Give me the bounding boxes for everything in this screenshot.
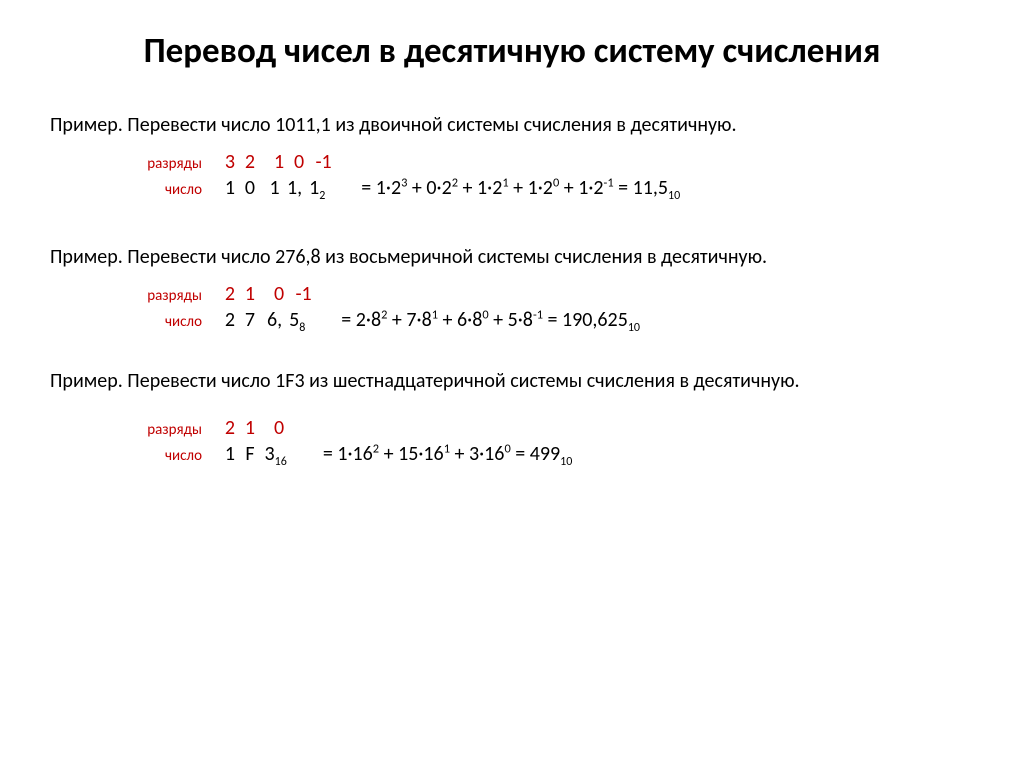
example-3: Пример. Перевести число 1F3 из шестнадца…: [50, 368, 974, 466]
ex2-positions: 21 0 -1: [220, 282, 314, 306]
ex2-number: 27 6, 58: [220, 308, 305, 332]
positions-label: разряды: [140, 155, 220, 173]
ex1-positions: 32 10 -1: [220, 150, 334, 174]
ex1-formula: = 1·23 + 0·22 + 1·21 + 1·20 + 1·2-1 = 11…: [361, 176, 680, 200]
ex3-number-row: число 1F 316 = 1·162 + 15·161 + 3·160 = …: [140, 442, 974, 466]
ex3-formula: = 1·162 + 15·161 + 3·160 = 49910: [323, 442, 572, 466]
ex2-formula: = 2·82 + 7·81 + 6·80 + 5·8-1 = 190,62510: [341, 308, 640, 332]
ex2-number-row: число 27 6, 58 = 2·82 + 7·81 + 6·80 + 5·…: [140, 308, 974, 332]
ex3-positions: 21 0: [220, 416, 289, 440]
ex1-positions-row: разряды 32 10 -1: [140, 150, 974, 174]
ex3-number: 1F 316: [220, 442, 287, 466]
example-1-prompt: Пример. Перевести число 1011,1 из двоичн…: [50, 112, 974, 138]
number-label: число: [140, 313, 220, 331]
ex2-positions-row: разряды 21 0 -1: [140, 282, 974, 306]
ex3-positions-row: разряды 21 0: [140, 416, 974, 440]
example-1: Пример. Перевести число 1011,1 из двоичн…: [50, 112, 974, 200]
ex1-number: 10 11, 12: [220, 176, 325, 200]
example-3-prompt: Пример. Перевести число 1F3 из шестнадца…: [50, 368, 974, 394]
positions-label: разряды: [140, 421, 220, 439]
example-2-prompt: Пример. Перевести число 276,8 из восьмер…: [50, 244, 974, 270]
example-2: Пример. Перевести число 276,8 из восьмер…: [50, 244, 974, 332]
ex1-number-row: число 10 11, 12 = 1·23 + 0·22 + 1·21 + 1…: [140, 176, 974, 200]
positions-label: разряды: [140, 287, 220, 305]
number-label: число: [140, 447, 220, 465]
page-title: Перевод чисел в десятичную систему счисл…: [50, 30, 974, 74]
number-label: число: [140, 181, 220, 199]
